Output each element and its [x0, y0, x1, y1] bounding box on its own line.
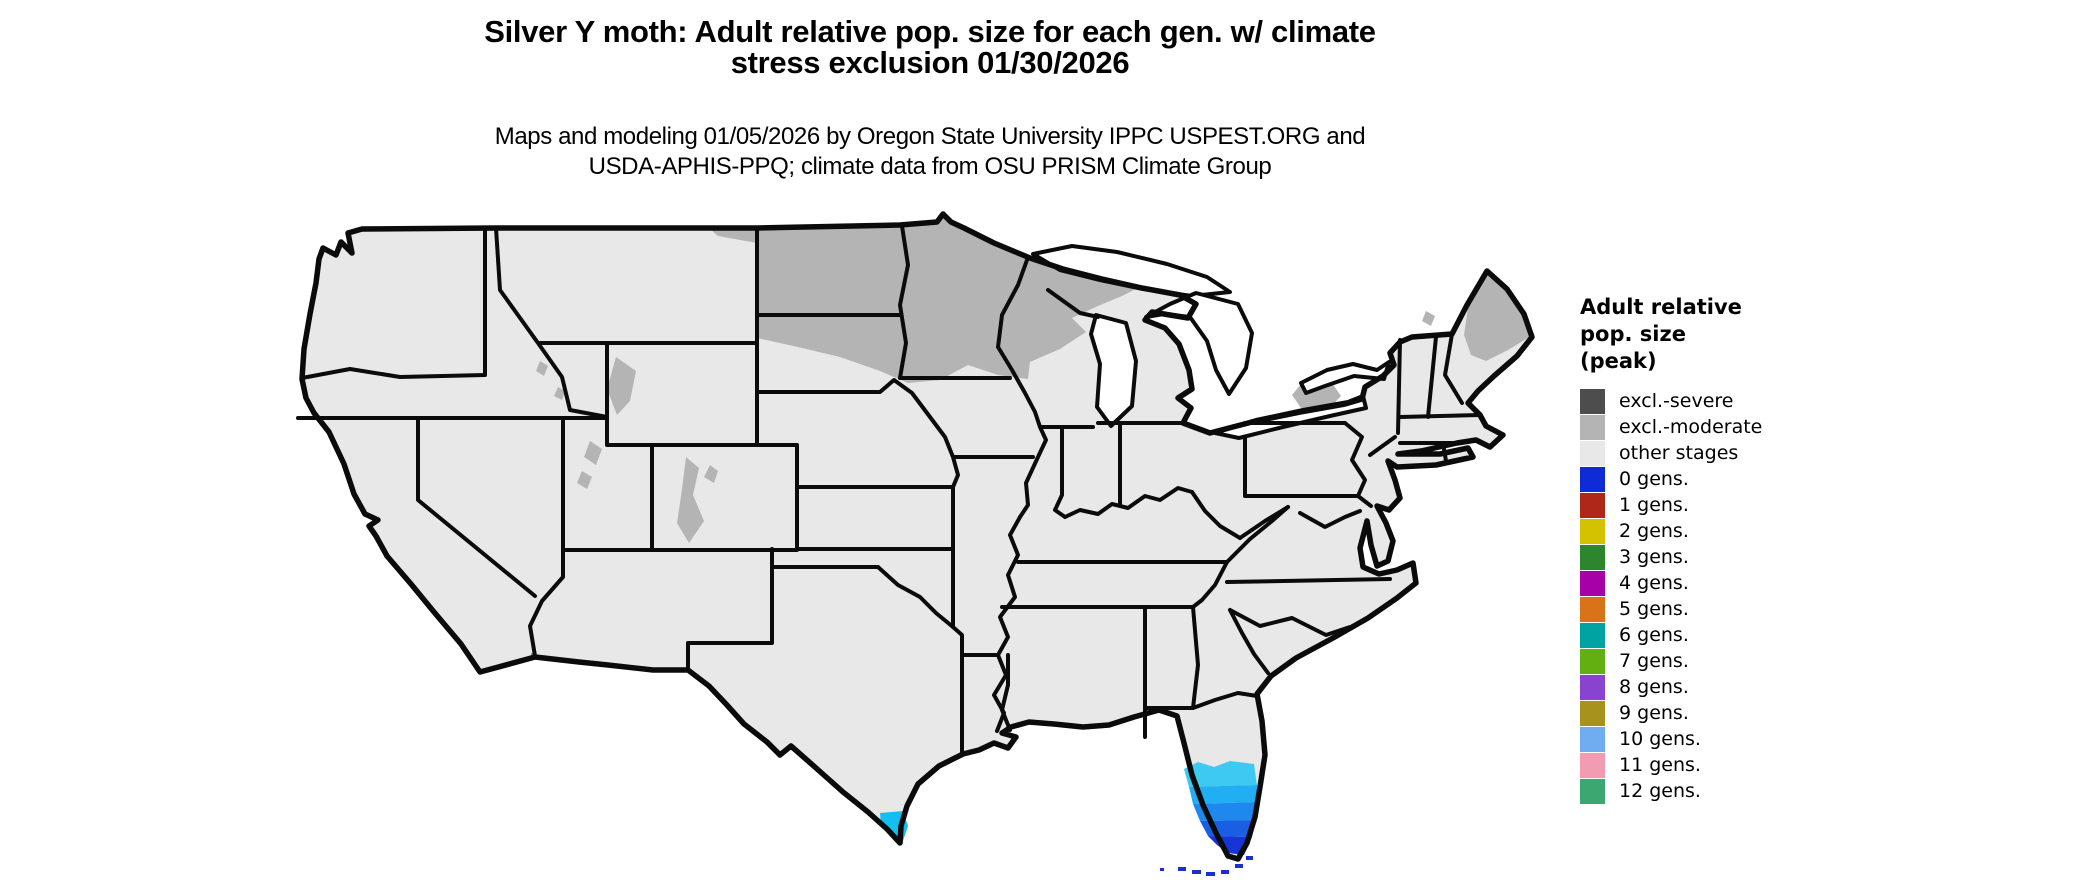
us-national-outline: [299, 211, 1535, 862]
legend-item: 7 gens.: [1580, 648, 1860, 674]
legend-item: 3 gens.: [1580, 544, 1860, 570]
state-borders-mississippi-river: [992, 515, 1022, 733]
legend-item: excl.-moderate: [1580, 414, 1860, 440]
legend-title-line-3: (peak): [1580, 349, 1657, 373]
legend-swatch: [1580, 440, 1605, 466]
legend-item-label: other stages: [1619, 442, 1739, 464]
legend-item-label: 10 gens.: [1619, 728, 1701, 750]
legend-swatch: [1580, 648, 1605, 674]
exclusion-colorado-small: [704, 465, 718, 483]
legend-title: Adult relative pop. size (peak): [1580, 294, 1860, 375]
florida-band-1: [1184, 761, 1257, 787]
legend-swatch: [1580, 570, 1605, 596]
legend-item: 2 gens.: [1580, 518, 1860, 544]
exclusion-idaho-1: [536, 361, 548, 376]
legend-item-label: 11 gens.: [1619, 754, 1701, 776]
legend-swatch: [1580, 596, 1605, 622]
exclusion-moderate-region: [536, 215, 1531, 543]
title-line-2: stress exclusion 01/30/2026: [730, 45, 1130, 80]
us-map-svg: [296, 211, 1535, 876]
legend-swatch: [1580, 518, 1605, 544]
legend-swatch: [1580, 414, 1605, 440]
legend-swatch: [1580, 622, 1605, 648]
legend-swatch: [1580, 388, 1605, 414]
legend-item-label: 12 gens.: [1619, 780, 1701, 802]
state-borders: [296, 224, 1482, 755]
exclusion-colorado-rockies: [677, 457, 704, 543]
legend-item-label: excl.-severe: [1619, 390, 1734, 412]
legend-item-label: excl.-moderate: [1619, 416, 1763, 438]
exclusion-utah-1: [584, 441, 602, 465]
legend-swatch: [1580, 492, 1605, 518]
lake-michigan: [1089, 313, 1138, 428]
exclusion-montana-strip: [710, 229, 757, 243]
legend-swatch: [1580, 726, 1605, 752]
legend-item: 4 gens.: [1580, 570, 1860, 596]
legend-swatch: [1580, 674, 1605, 700]
legend-item-label: 4 gens.: [1619, 572, 1689, 594]
legend-item-label: 7 gens.: [1619, 650, 1689, 672]
legend-swatch: [1580, 752, 1605, 778]
exclusion-white-mountains: [1422, 311, 1435, 326]
legend-item: 9 gens.: [1580, 700, 1860, 726]
legend-items: excl.-severe excl.-moderate other stages 0 …: [1580, 388, 1860, 804]
legend-item-label: 2 gens.: [1619, 520, 1689, 542]
legend-item-label: 6 gens.: [1619, 624, 1689, 646]
state-borders-plains: [686, 224, 1035, 755]
legend-item: 8 gens.: [1580, 674, 1860, 700]
legend-item-label: 5 gens.: [1619, 598, 1689, 620]
legend-item: 12 gens.: [1580, 778, 1860, 804]
legend-item: other stages: [1580, 440, 1860, 466]
legend-item: 10 gens.: [1580, 726, 1860, 752]
us-map: [240, 165, 1570, 892]
legend-item-label: 3 gens.: [1619, 546, 1689, 568]
title-line-1: Silver Y moth: Adult relative pop. size …: [484, 14, 1376, 49]
exclusion-north-central: [757, 215, 1140, 383]
exclusion-idaho-2: [554, 387, 565, 400]
legend-swatch: [1580, 544, 1605, 570]
legend-item-label: 9 gens.: [1619, 702, 1689, 724]
legend: Adult relative pop. size (peak) excl.-se…: [1580, 294, 1860, 804]
legend-item-label: 1 gens.: [1619, 494, 1689, 516]
exclusion-maine: [1464, 271, 1531, 361]
subtitle-line-2: USDA-APHIS-PPQ; climate data from OSU PR…: [588, 153, 1272, 180]
legend-item: 0 gens.: [1580, 466, 1860, 492]
page-title: Silver Y moth: Adult relative pop. size …: [0, 16, 1860, 78]
map-attribution: Maps and modeling 01/05/2026 by Oregon S…: [0, 122, 1860, 182]
florida-keys: [1160, 856, 1253, 876]
exclusion-wyoming-mountains: [607, 357, 636, 415]
legend-title-line-2: pop. size: [1580, 322, 1686, 346]
legend-item: 1 gens.: [1580, 492, 1860, 518]
exclusion-utah-2: [577, 471, 592, 489]
legend-item-label: 0 gens.: [1619, 468, 1689, 490]
legend-swatch: [1580, 466, 1605, 492]
legend-swatch: [1580, 700, 1605, 726]
legend-item-label: 8 gens.: [1619, 676, 1689, 698]
legend-swatch: [1580, 778, 1605, 804]
legend-item: 5 gens.: [1580, 596, 1860, 622]
florida-band-2: [1189, 785, 1258, 804]
legend-title-line-1: Adult relative: [1580, 295, 1742, 319]
subtitle-line-1: Maps and modeling 01/05/2026 by Oregon S…: [494, 123, 1366, 150]
state-borders-midwest: [996, 258, 1392, 739]
legend-item: 11 gens.: [1580, 752, 1860, 778]
legend-item: 6 gens.: [1580, 622, 1860, 648]
legend-item: excl.-severe: [1580, 388, 1860, 414]
